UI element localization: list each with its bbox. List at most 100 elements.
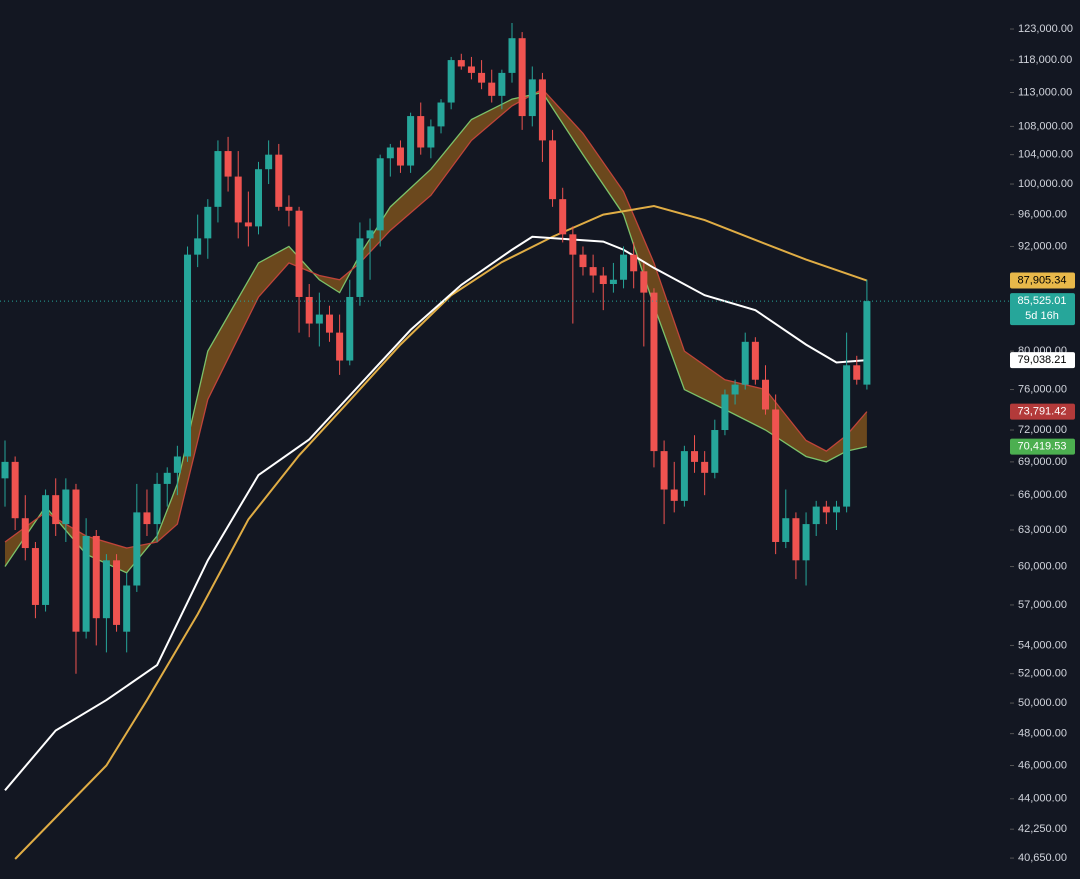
- y-tick-label: 66,000.00: [1018, 489, 1067, 501]
- candle-body: [376, 158, 384, 231]
- y-tick-label: 40,650.00: [1018, 852, 1067, 864]
- candle-body: [275, 154, 283, 207]
- candle-body: [285, 206, 293, 211]
- candle-body: [356, 238, 364, 297]
- candle-body: [569, 234, 577, 255]
- y-tick-label: 100,000.00: [1018, 178, 1073, 190]
- candle-body: [650, 292, 658, 452]
- candle-body: [92, 535, 100, 619]
- candle-body: [822, 506, 830, 513]
- y-tick-label: 63,000.00: [1018, 524, 1067, 536]
- candle-body: [407, 116, 415, 166]
- candle-body: [255, 169, 262, 227]
- candle-body: [691, 451, 699, 462]
- y-tick-label: 92,000.00: [1018, 240, 1067, 252]
- price-label: 73,791.42: [1018, 406, 1067, 418]
- candle-body: [792, 518, 800, 561]
- candle-body: [427, 126, 435, 148]
- candle-body: [680, 451, 688, 501]
- y-tick-label: 57,000.00: [1018, 599, 1067, 611]
- y-tick-label: 76,000.00: [1018, 383, 1067, 395]
- y-tick-label: 108,000.00: [1018, 120, 1073, 132]
- candle-body: [620, 254, 628, 280]
- price-label: 85,525.01: [1018, 295, 1067, 307]
- candle-body: [721, 394, 729, 431]
- ema-line: [4, 91, 868, 574]
- candle-body: [762, 379, 769, 410]
- candle-body: [457, 60, 465, 67]
- candle-body: [731, 384, 739, 395]
- y-tick-label: 113,000.00: [1018, 86, 1072, 98]
- price-label-box: [1010, 403, 1075, 420]
- y-tick-label: 54,000.00: [1018, 639, 1067, 651]
- candle-body: [630, 254, 638, 272]
- candle-body: [396, 147, 404, 166]
- candle-body: [72, 489, 80, 632]
- y-tick-label: 72,000.00: [1018, 424, 1067, 436]
- candle-body: [640, 271, 648, 293]
- price-label-box: [1010, 438, 1075, 455]
- candle-body: [488, 82, 496, 96]
- candle-body: [386, 147, 394, 159]
- candle-body: [498, 72, 506, 96]
- candle-body: [265, 154, 273, 170]
- candle-body: [832, 506, 840, 513]
- candle-body: [244, 222, 252, 227]
- candle-body: [447, 60, 455, 103]
- ema-cloud: [5, 89, 867, 573]
- y-tick-label: 46,000.00: [1018, 759, 1067, 771]
- candle-body: [853, 365, 861, 380]
- price-label: 79,038.21: [1018, 354, 1067, 366]
- y-tick-label: 96,000.00: [1018, 209, 1067, 221]
- candle-body: [559, 199, 567, 235]
- candle-body: [599, 275, 607, 285]
- candle-body: [204, 206, 212, 239]
- candle-body: [153, 483, 161, 525]
- y-tick-label: 42,250.00: [1018, 823, 1067, 835]
- price-label-box: [1010, 293, 1075, 326]
- candle-body: [11, 461, 19, 519]
- candle-body: [1, 461, 9, 479]
- candle-body: [305, 296, 313, 324]
- candle-body: [751, 341, 759, 380]
- y-tick-label: 118,000.00: [1018, 54, 1072, 66]
- candle-body: [417, 116, 425, 148]
- candle-body: [741, 341, 749, 385]
- candle-body: [812, 506, 820, 525]
- ema-line: [4, 88, 868, 549]
- candle-body: [701, 461, 709, 473]
- moving-average: [4, 235, 867, 791]
- countdown: 5d 16h: [1025, 310, 1059, 322]
- candle-body: [711, 430, 719, 473]
- y-tick-label: 123,000.00: [1018, 23, 1073, 35]
- candle-body: [346, 296, 354, 361]
- y-tick-label: 69,000.00: [1018, 456, 1067, 468]
- price-label: 87,905.34: [1018, 274, 1067, 286]
- candle-body: [21, 518, 29, 549]
- candle-body: [478, 72, 486, 83]
- candle-body: [234, 176, 242, 223]
- candle-body: [508, 38, 516, 73]
- candle-body: [143, 512, 151, 525]
- candle-body: [528, 79, 536, 117]
- candle-body: [224, 151, 232, 177]
- candle-body: [42, 495, 50, 605]
- candle-body: [670, 489, 678, 501]
- candle-body: [802, 524, 810, 561]
- candle-body: [163, 472, 171, 484]
- candle-body: [295, 210, 303, 297]
- candle-body: [467, 66, 475, 73]
- y-tick-label: 104,000.00: [1018, 149, 1073, 161]
- candle-body: [843, 365, 851, 507]
- candle-body: [518, 38, 526, 117]
- y-tick-label: 48,000.00: [1018, 728, 1067, 740]
- candle-body: [549, 140, 557, 200]
- price-label: 70,419.53: [1018, 441, 1067, 453]
- candle-body: [315, 314, 323, 324]
- y-tick-label: 44,000.00: [1018, 793, 1067, 805]
- candle-body: [609, 279, 617, 285]
- candle-body: [366, 230, 374, 239]
- y-tick-label: 52,000.00: [1018, 668, 1067, 680]
